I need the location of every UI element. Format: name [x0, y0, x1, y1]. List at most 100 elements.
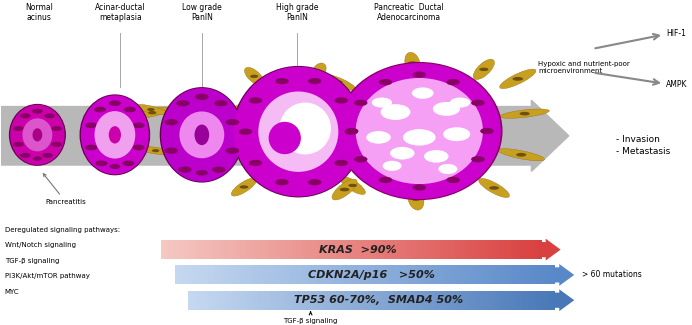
- Circle shape: [176, 100, 190, 106]
- Bar: [430, 291, 433, 310]
- Bar: [328, 291, 330, 310]
- Ellipse shape: [365, 112, 408, 120]
- Bar: [209, 240, 212, 259]
- Bar: [298, 240, 300, 259]
- Bar: [184, 240, 186, 259]
- Bar: [223, 291, 225, 310]
- Text: CDKN2A/p16   >50%: CDKN2A/p16 >50%: [309, 270, 435, 280]
- Bar: [390, 240, 392, 259]
- Ellipse shape: [147, 108, 154, 111]
- Bar: [441, 266, 444, 284]
- Bar: [412, 240, 415, 259]
- Circle shape: [33, 156, 42, 161]
- Bar: [504, 266, 507, 284]
- Bar: [370, 291, 372, 310]
- Text: Normal
acinus: Normal acinus: [25, 3, 53, 22]
- Bar: [403, 291, 406, 310]
- Bar: [210, 291, 212, 310]
- Bar: [237, 291, 239, 310]
- Bar: [230, 266, 233, 284]
- Bar: [227, 240, 230, 259]
- Circle shape: [275, 78, 289, 84]
- Bar: [408, 266, 410, 284]
- Bar: [321, 240, 323, 259]
- Ellipse shape: [234, 97, 271, 110]
- Ellipse shape: [309, 117, 319, 120]
- Bar: [181, 240, 184, 259]
- Bar: [296, 266, 299, 284]
- Ellipse shape: [280, 103, 331, 154]
- Bar: [435, 291, 438, 310]
- Bar: [204, 240, 207, 259]
- Bar: [255, 240, 257, 259]
- Circle shape: [345, 128, 358, 135]
- Bar: [243, 266, 246, 284]
- Bar: [232, 240, 235, 259]
- Circle shape: [212, 166, 226, 173]
- Bar: [341, 240, 344, 259]
- Bar: [384, 240, 387, 259]
- Bar: [470, 291, 472, 310]
- Circle shape: [239, 128, 252, 135]
- Bar: [448, 240, 450, 259]
- Circle shape: [412, 184, 426, 191]
- Bar: [360, 291, 362, 310]
- Ellipse shape: [209, 105, 218, 108]
- Bar: [228, 291, 230, 310]
- Bar: [519, 240, 521, 259]
- Bar: [545, 291, 548, 310]
- Circle shape: [94, 107, 106, 112]
- Bar: [458, 240, 460, 259]
- Ellipse shape: [366, 131, 391, 144]
- Circle shape: [32, 109, 43, 114]
- Circle shape: [214, 100, 228, 106]
- Bar: [378, 266, 380, 284]
- Bar: [532, 266, 535, 284]
- Bar: [342, 266, 345, 284]
- Bar: [163, 240, 166, 259]
- Bar: [433, 266, 436, 284]
- Bar: [402, 240, 405, 259]
- Bar: [455, 240, 458, 259]
- Bar: [359, 240, 361, 259]
- Bar: [443, 240, 445, 259]
- Bar: [381, 291, 384, 310]
- Bar: [399, 291, 401, 310]
- Text: Low grade
PanIN: Low grade PanIN: [182, 3, 221, 22]
- Bar: [411, 291, 413, 310]
- Bar: [438, 291, 440, 310]
- Bar: [161, 240, 163, 259]
- Bar: [394, 291, 397, 310]
- Ellipse shape: [250, 75, 258, 78]
- Circle shape: [471, 100, 484, 106]
- Bar: [482, 291, 484, 310]
- Bar: [329, 240, 331, 259]
- Bar: [352, 240, 354, 259]
- Bar: [340, 266, 342, 284]
- Bar: [327, 266, 329, 284]
- Bar: [477, 291, 480, 310]
- Bar: [222, 240, 224, 259]
- Bar: [435, 240, 437, 259]
- Bar: [369, 240, 372, 259]
- Ellipse shape: [412, 87, 434, 99]
- Ellipse shape: [372, 98, 392, 108]
- Text: Wnt/Notch signaling: Wnt/Notch signaling: [5, 242, 76, 248]
- Circle shape: [109, 100, 121, 106]
- Bar: [367, 291, 370, 310]
- Bar: [224, 240, 227, 259]
- Bar: [295, 240, 298, 259]
- Text: Hypoxic and nutrient-poor
microenvironment: Hypoxic and nutrient-poor microenvironme…: [538, 61, 630, 74]
- Circle shape: [165, 148, 178, 154]
- Bar: [372, 291, 374, 310]
- Bar: [513, 291, 516, 310]
- Bar: [313, 240, 316, 259]
- Bar: [466, 266, 469, 284]
- Circle shape: [471, 156, 484, 162]
- Bar: [531, 291, 533, 310]
- Ellipse shape: [268, 122, 301, 154]
- Bar: [340, 291, 343, 310]
- Ellipse shape: [252, 155, 260, 159]
- Bar: [271, 291, 274, 310]
- Bar: [326, 240, 329, 259]
